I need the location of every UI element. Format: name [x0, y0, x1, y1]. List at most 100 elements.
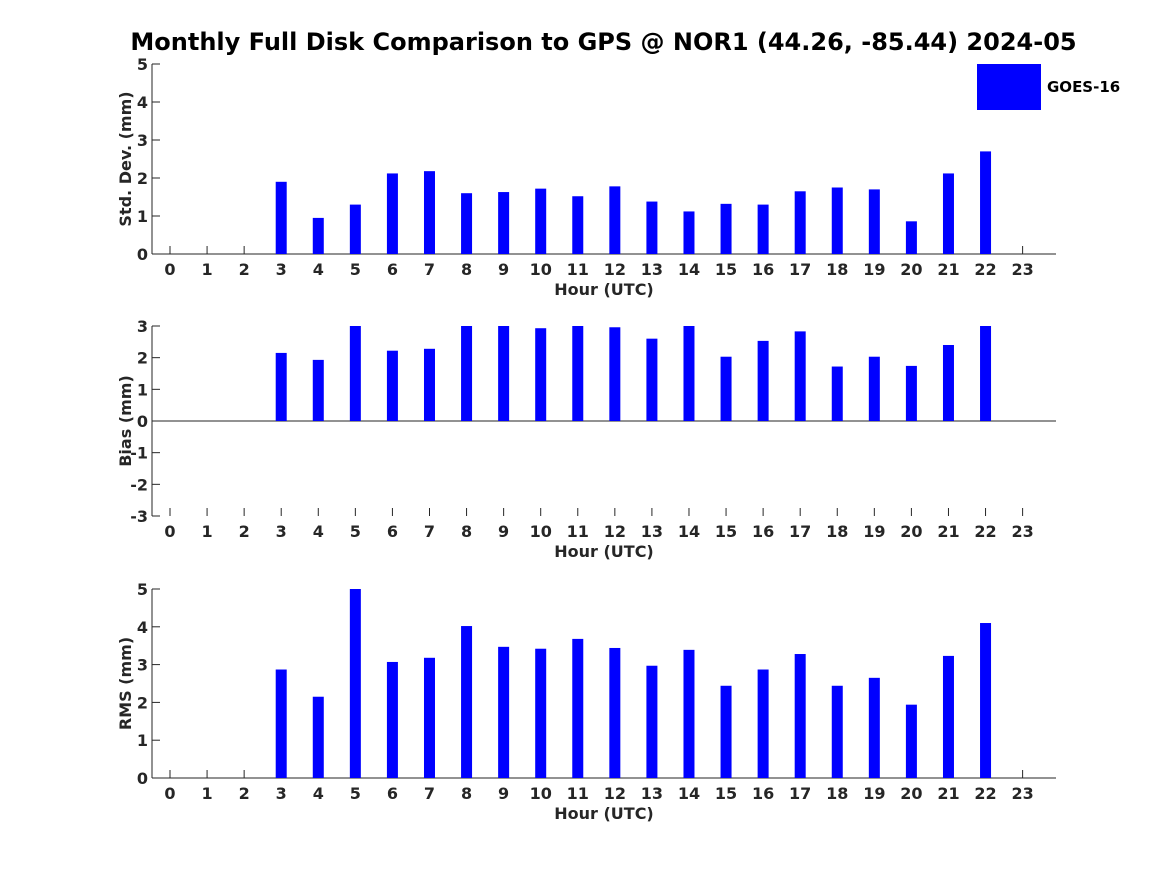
x-tick-label: 5 [350, 522, 361, 541]
x-tick-label: 1 [201, 260, 212, 279]
legend-label: GOES-16 [1047, 78, 1121, 96]
x-tick-label: 11 [567, 260, 589, 279]
data-bar [423, 171, 435, 254]
x-tick-label: 2 [239, 522, 250, 541]
data-bar [349, 204, 361, 254]
data-bar [831, 685, 843, 778]
data-bar [757, 204, 769, 254]
x-tick-label: 4 [313, 522, 324, 541]
x-tick-label: 8 [461, 260, 472, 279]
legend: GOES-16 [977, 64, 1127, 110]
x-tick-label: 17 [789, 522, 811, 541]
data-bar [275, 669, 287, 778]
data-bar [572, 326, 584, 421]
data-bar [535, 328, 547, 421]
data-bar [980, 623, 992, 778]
x-tick-label: 12 [604, 522, 626, 541]
y-axis-title: RMS (mm) [116, 637, 135, 730]
x-tick-label: 10 [530, 784, 552, 803]
x-tick-label: 18 [826, 784, 848, 803]
y-tick-label: 3 [137, 131, 148, 150]
x-tick-label: 14 [678, 784, 700, 803]
x-axis-title: Hour (UTC) [554, 280, 654, 299]
data-bar [572, 196, 584, 254]
data-bar [831, 187, 843, 254]
data-bar [275, 352, 287, 421]
data-bar [609, 647, 621, 778]
x-tick-label: 19 [863, 784, 885, 803]
data-bar [535, 188, 547, 254]
x-tick-label: 21 [937, 522, 959, 541]
data-bar [794, 331, 806, 421]
data-bar [868, 356, 880, 421]
x-tick-label: 0 [164, 260, 175, 279]
x-tick-label: 3 [276, 522, 287, 541]
y-tick-label: 0 [137, 769, 148, 788]
y-tick-label: -2 [130, 475, 148, 494]
x-tick-label: 16 [752, 784, 774, 803]
data-bar [646, 201, 658, 254]
x-tick-label: 10 [530, 522, 552, 541]
data-bar [683, 211, 695, 254]
y-tick-label: 3 [137, 317, 148, 336]
x-axis-title: Hour (UTC) [554, 542, 654, 561]
x-tick-label: 20 [900, 522, 922, 541]
x-tick-label: 21 [937, 784, 959, 803]
x-tick-label: 9 [498, 260, 509, 279]
x-tick-label: 10 [530, 260, 552, 279]
data-bar [942, 173, 954, 254]
y-tick-label: 3 [137, 656, 148, 675]
x-tick-label: 16 [752, 260, 774, 279]
x-tick-label: 19 [863, 260, 885, 279]
y-axis-title: Std. Dev. (mm) [116, 91, 135, 226]
data-bar [980, 151, 992, 254]
legend-swatch [977, 64, 1041, 110]
x-tick-label: 0 [164, 522, 175, 541]
x-tick-label: 23 [1011, 260, 1033, 279]
data-bar [868, 189, 880, 254]
data-bar [646, 338, 658, 421]
x-tick-label: 2 [239, 784, 250, 803]
x-tick-label: 13 [641, 784, 663, 803]
data-bar [757, 669, 769, 778]
x-tick-label: 5 [350, 784, 361, 803]
x-tick-label: 20 [900, 260, 922, 279]
x-tick-label: 21 [937, 260, 959, 279]
x-tick-label: 14 [678, 522, 700, 541]
x-tick-label: 22 [974, 784, 996, 803]
y-tick-label: 4 [137, 618, 148, 637]
data-bar [498, 326, 510, 421]
x-tick-label: 15 [715, 260, 737, 279]
x-tick-label: 6 [387, 784, 398, 803]
y-tick-label: 2 [137, 693, 148, 712]
data-bar [831, 366, 843, 421]
data-bar [312, 217, 324, 254]
data-bar [461, 626, 473, 778]
x-tick-label: 12 [604, 784, 626, 803]
x-tick-label: 3 [276, 784, 287, 803]
data-bar [275, 181, 287, 254]
data-bar [720, 356, 732, 421]
data-bar [535, 648, 547, 778]
x-tick-label: 23 [1011, 784, 1033, 803]
y-axis-title: Bias (mm) [116, 375, 135, 467]
data-bar [609, 186, 621, 254]
x-tick-label: 23 [1011, 522, 1033, 541]
x-tick-label: 18 [826, 260, 848, 279]
x-tick-label: 15 [715, 784, 737, 803]
x-tick-label: 12 [604, 260, 626, 279]
data-bar [905, 704, 917, 778]
x-tick-label: 6 [387, 260, 398, 279]
x-tick-label: 3 [276, 260, 287, 279]
x-tick-label: 13 [641, 260, 663, 279]
x-tick-label: 13 [641, 522, 663, 541]
y-tick-label: 5 [137, 580, 148, 599]
x-tick-label: 1 [201, 784, 212, 803]
data-bar [386, 173, 398, 254]
x-tick-label: 17 [789, 260, 811, 279]
x-tick-label: 2 [239, 260, 250, 279]
y-tick-label: 5 [137, 55, 148, 74]
y-tick-label: 0 [137, 245, 148, 264]
x-tick-label: 7 [424, 784, 435, 803]
data-bar [498, 192, 510, 254]
